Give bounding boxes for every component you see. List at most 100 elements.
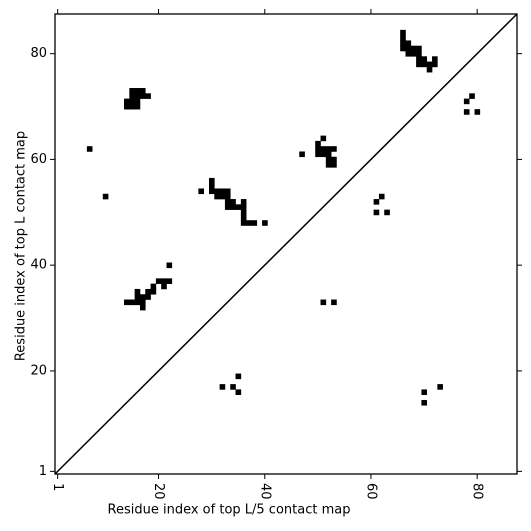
contact-cell xyxy=(416,61,422,68)
contact-cell xyxy=(320,135,327,142)
contact-cell xyxy=(235,373,242,380)
contact-cell xyxy=(134,93,141,99)
contact-cell xyxy=(129,299,135,306)
y-tick-label: 1 xyxy=(39,464,47,479)
x-tick-label: 80 xyxy=(470,483,485,500)
contact-cell xyxy=(214,193,220,200)
contact-cell xyxy=(469,93,475,99)
y-tick-label: 40 xyxy=(30,258,47,273)
contact-cell xyxy=(416,45,422,52)
x-tick-label: 40 xyxy=(257,483,272,500)
contact-cell xyxy=(139,294,146,300)
contact-cell xyxy=(134,299,141,306)
contact-cell xyxy=(139,93,146,99)
y-tick-label: 60 xyxy=(30,152,47,167)
contact-cell xyxy=(400,35,406,41)
contact-cell xyxy=(129,88,135,94)
y-axis-label: Residue index of top L contact map xyxy=(14,131,29,361)
contact-cell xyxy=(463,98,470,105)
contact-cell xyxy=(161,283,167,290)
x-tick-label: 1 xyxy=(50,483,65,491)
contact-cell xyxy=(155,278,162,284)
contact-cell xyxy=(224,193,231,200)
contact-cell xyxy=(209,183,215,189)
contact-cell xyxy=(246,220,252,226)
contact-cell xyxy=(331,156,337,163)
contact-cell xyxy=(219,193,226,200)
contact-cell xyxy=(315,151,321,158)
contact-cell xyxy=(410,45,417,52)
contact-cell xyxy=(235,389,242,395)
contact-cell xyxy=(219,384,226,390)
contact-cell xyxy=(400,29,406,36)
plot-frame xyxy=(54,13,518,475)
contact-cell xyxy=(209,177,215,184)
contact-cell xyxy=(426,61,433,68)
contact-cell xyxy=(421,399,428,406)
contact-cell xyxy=(421,61,428,68)
contact-cell xyxy=(235,204,242,210)
contact-cell xyxy=(325,146,332,152)
contact-cell xyxy=(474,109,481,115)
contact-cell xyxy=(426,66,433,73)
contact-cell xyxy=(421,56,428,62)
x-tick-label: 20 xyxy=(151,483,166,500)
y-tick-label: 80 xyxy=(30,46,47,61)
contact-cell xyxy=(145,93,151,99)
contact-cell xyxy=(209,188,215,195)
contact-cell xyxy=(373,199,380,205)
contact-cell xyxy=(150,283,157,290)
contact-cell xyxy=(320,146,327,152)
contact-cell xyxy=(224,188,231,195)
diagonal-line xyxy=(54,13,518,475)
contact-cell xyxy=(405,40,412,47)
contact-cell xyxy=(405,51,412,57)
contact-cell xyxy=(129,98,135,105)
contact-cell xyxy=(410,51,417,57)
contact-cell xyxy=(139,88,146,94)
x-tick-label: 60 xyxy=(363,483,378,500)
contact-cell xyxy=(315,146,321,152)
contact-cell xyxy=(134,294,141,300)
contact-cell xyxy=(416,56,422,62)
contact-cell xyxy=(124,103,130,110)
contact-cell xyxy=(230,384,236,390)
contact-cell xyxy=(432,56,438,62)
contact-cell xyxy=(230,199,236,205)
contact-cell xyxy=(129,93,135,99)
contact-cell xyxy=(145,294,151,300)
contact-cell xyxy=(262,220,268,226)
contact-cell xyxy=(214,188,220,195)
contact-cell xyxy=(432,61,438,68)
contact-cell xyxy=(219,188,226,195)
contact-cell xyxy=(86,146,93,152)
contact-cell xyxy=(331,162,337,168)
contact-cell xyxy=(161,278,167,284)
contact-cell xyxy=(145,288,151,295)
contact-cell xyxy=(400,45,406,52)
contact-cell xyxy=(124,299,130,306)
contact-cell xyxy=(134,103,141,110)
contact-cell xyxy=(299,151,305,158)
contact-cell xyxy=(240,209,247,216)
contact-cell xyxy=(230,204,236,210)
contact-cell xyxy=(315,140,321,147)
contact-cell xyxy=(150,288,157,295)
contact-cell xyxy=(134,98,141,105)
contact-cell xyxy=(325,162,332,168)
contact-cell xyxy=(240,214,247,221)
contact-cell xyxy=(331,299,337,306)
contact-cell xyxy=(384,209,390,216)
contact-cell xyxy=(240,220,247,226)
contact-cell xyxy=(331,146,337,152)
contact-cell xyxy=(405,45,412,52)
contact-cell xyxy=(240,199,247,205)
contact-cell xyxy=(378,193,385,200)
contact-cell xyxy=(102,193,109,200)
contact-cell xyxy=(325,151,332,158)
contact-cell xyxy=(463,109,470,115)
contact-cell xyxy=(166,278,173,284)
contact-cell xyxy=(166,262,173,269)
contact-cell xyxy=(240,204,247,210)
